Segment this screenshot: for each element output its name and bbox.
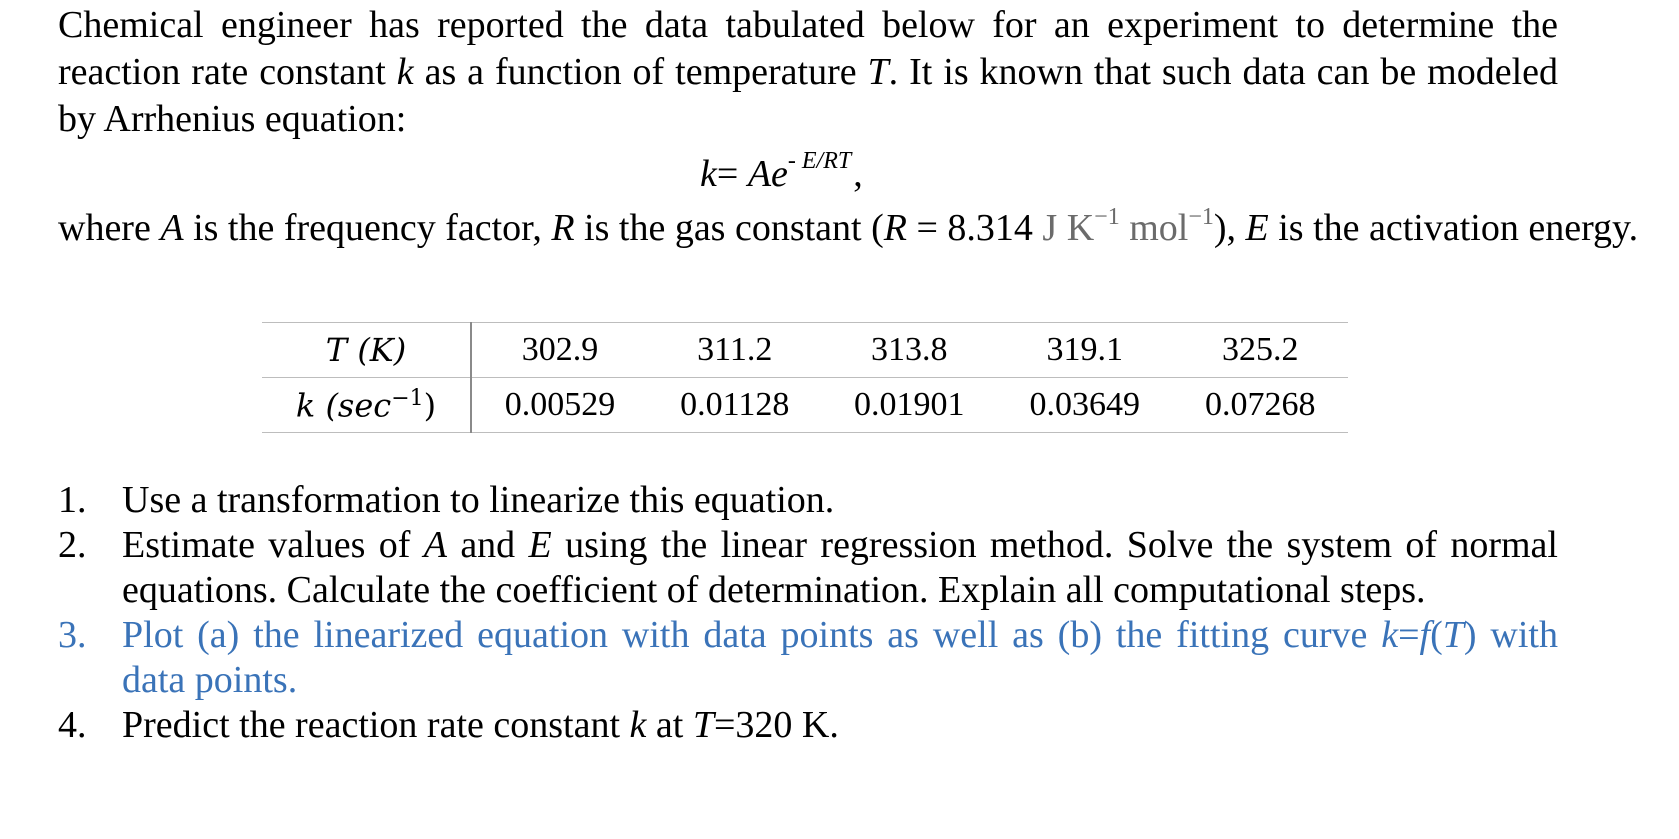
unit-mol: mol xyxy=(1119,207,1189,249)
table-cell: 319.1 xyxy=(997,322,1173,378)
intro-var-t: T xyxy=(867,51,889,93)
where-text-2: is the frequency factor, xyxy=(183,207,552,249)
table-cell: 302.9 xyxy=(471,322,649,378)
question-text: at xyxy=(646,704,693,746)
equation-exponent: - E/RT xyxy=(787,148,852,174)
question-text: using the linear regression method. Solv… xyxy=(122,524,1558,611)
unit-sup-2: −1 xyxy=(1188,204,1214,230)
where-var-r2: R xyxy=(883,207,907,249)
unit-jk: J K xyxy=(1042,207,1095,249)
question-item: 3. Plot (a) the linearized equation with … xyxy=(58,613,1558,703)
table-cell: 0.01128 xyxy=(648,377,822,433)
table-row-temperature: T (K) 302.9 311.2 313.8 319.1 325.2 xyxy=(262,322,1348,378)
rate-label-text: k (sec xyxy=(295,386,392,425)
question-text: T xyxy=(692,704,714,746)
intro-text-3: . It is known that such data can be mode… xyxy=(58,51,1558,140)
question-text: Estimate values of xyxy=(122,524,424,566)
where-var-a: A xyxy=(160,207,184,249)
question-text: Use a transformation to linearize this e… xyxy=(122,479,835,521)
where-text-1: where xyxy=(58,207,161,249)
question-item: 2. Estimate values of A and E using the l… xyxy=(58,523,1558,613)
where-var-e: E xyxy=(1245,207,1269,249)
table-cell: 0.01901 xyxy=(821,377,998,433)
table-cell: 325.2 xyxy=(1172,322,1348,378)
where-text-5: ), xyxy=(1213,207,1246,249)
question-number: 4. xyxy=(58,704,87,746)
where-text-6: is the activation energy. xyxy=(1268,207,1639,249)
data-table: T (K) 302.9 311.2 313.8 319.1 325.2 k (s… xyxy=(262,322,1348,433)
table-cell: 0.07268 xyxy=(1172,377,1348,433)
question-text: =320 K. xyxy=(713,704,839,746)
intro-text-2: as a function of temperature xyxy=(413,51,868,93)
question-text: k xyxy=(1381,614,1399,656)
table-cell: 0.00529 xyxy=(471,377,649,433)
unit-sup-1: −1 xyxy=(1094,204,1120,230)
table-cell: 311.2 xyxy=(648,322,822,378)
question-text: and xyxy=(446,524,529,566)
where-var-r: R xyxy=(551,207,575,249)
question-text: Plot (a) the linearized equation with da… xyxy=(122,614,1382,656)
question-number: 2. xyxy=(58,524,87,566)
equation-equals: = xyxy=(716,153,748,195)
equation-a: A xyxy=(747,153,772,195)
intro-paragraph: Chemical engineer has reported the data … xyxy=(58,2,1558,143)
question-number: 3. xyxy=(58,614,87,656)
question-text: k xyxy=(629,704,647,746)
definitions-paragraph: where A is the frequency factor, R is th… xyxy=(58,194,1658,252)
intro-text-1: Chemical engineer has reported the data … xyxy=(58,4,1558,93)
rate-label-close: ) xyxy=(423,386,437,425)
question-item: 4. Predict the reaction rate constant k a… xyxy=(58,703,1558,748)
question-item: 1. Use a transformation to linearize this… xyxy=(58,478,1558,523)
table-cell: 0.03649 xyxy=(997,377,1173,433)
where-text-4: = 8.314 xyxy=(906,207,1043,249)
question-text: E xyxy=(528,524,552,566)
rate-label-sup: −1 xyxy=(391,385,424,411)
equation-comma: , xyxy=(853,153,863,195)
question-text: A xyxy=(423,524,447,566)
question-text: f xyxy=(1419,614,1431,656)
question-number: 1. xyxy=(58,479,87,521)
equation-e: e xyxy=(771,153,788,195)
intro-var-k: k xyxy=(396,51,414,93)
arrhenius-equation: k= Ae- E/RT, xyxy=(700,138,863,198)
where-text-3: is the gas constant ( xyxy=(574,207,884,249)
question-text: ) with data points. xyxy=(122,614,1558,701)
table-row-rate-constant: k (sec−1) 0.00529 0.01128 0.01901 0.0364… xyxy=(262,377,1348,433)
equation-lhs: k xyxy=(700,153,717,195)
question-text: T xyxy=(1442,614,1464,656)
row-label-temperature: T (K) xyxy=(262,322,472,378)
question-list: 1. Use a transformation to linearize this… xyxy=(58,478,1558,748)
question-text: = xyxy=(1398,614,1420,656)
question-text: Predict the reaction rate constant xyxy=(122,704,630,746)
table-cell: 313.8 xyxy=(821,322,998,378)
row-label-rate-constant: k (sec−1) xyxy=(262,377,472,433)
question-text: ( xyxy=(1430,614,1443,656)
